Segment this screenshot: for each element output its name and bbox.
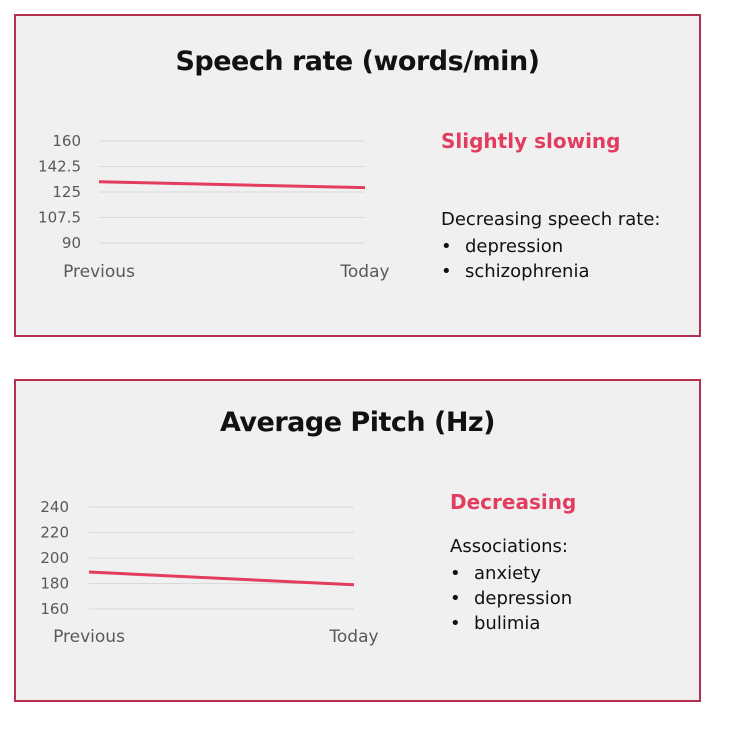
y-tick-label: 220	[40, 524, 69, 542]
y-tick-label: 180	[40, 575, 69, 593]
x-category-label: Today	[339, 262, 389, 282]
associations-heading: Associations:	[450, 536, 568, 557]
speech-rate-panel: Speech rate (words/min) 160 142.5 125 107.5…	[14, 14, 701, 337]
trend-label: Decreasing	[450, 490, 577, 514]
chart-title: Speech rate (words/min)	[175, 46, 540, 77]
y-tick-label: 200	[40, 549, 69, 567]
y-tick-label: 160	[52, 132, 81, 150]
series-line	[98, 180, 366, 190]
list-item: • schizophrenia	[441, 261, 590, 282]
associations-heading: Decreasing speech rate:	[441, 209, 661, 230]
y-tick-label: 160	[40, 600, 69, 618]
y-tick-label: 142.5	[38, 158, 81, 176]
series-line	[88, 570, 355, 587]
associations-list: • depression • schizophrenia	[441, 234, 590, 284]
list-item: • depression	[450, 588, 573, 609]
y-tick-label: 125	[52, 183, 81, 201]
speech-rate-chart: 160 142.5 125 107.5 90 Previous Today	[38, 132, 390, 282]
y-tick-label: 90	[62, 234, 81, 252]
association-text: anxiety	[474, 563, 541, 584]
average-pitch-panel: Average Pitch (Hz) 240 220 200 180 160 Previo…	[14, 379, 701, 702]
association-text: depression	[465, 236, 564, 257]
list-item: • bulimia	[450, 613, 541, 634]
association-text: bulimia	[474, 613, 541, 634]
list-item: • anxiety	[450, 563, 541, 584]
chart-title: Average Pitch (Hz)	[220, 407, 496, 438]
association-text: schizophrenia	[465, 261, 590, 282]
y-tick-label: 107.5	[38, 209, 81, 227]
x-category-label: Previous	[63, 262, 135, 282]
trend-label: Slightly slowing	[441, 129, 621, 153]
association-text: depression	[474, 588, 573, 609]
average-pitch-chart: 240 220 200 180 160 Previous Today	[40, 498, 378, 647]
associations-list: • anxiety • depression • bulimia	[450, 561, 572, 636]
x-category-label: Today	[328, 627, 378, 647]
x-category-label: Previous	[53, 627, 125, 647]
y-tick-label: 240	[40, 498, 69, 516]
list-item: • depression	[441, 236, 564, 257]
